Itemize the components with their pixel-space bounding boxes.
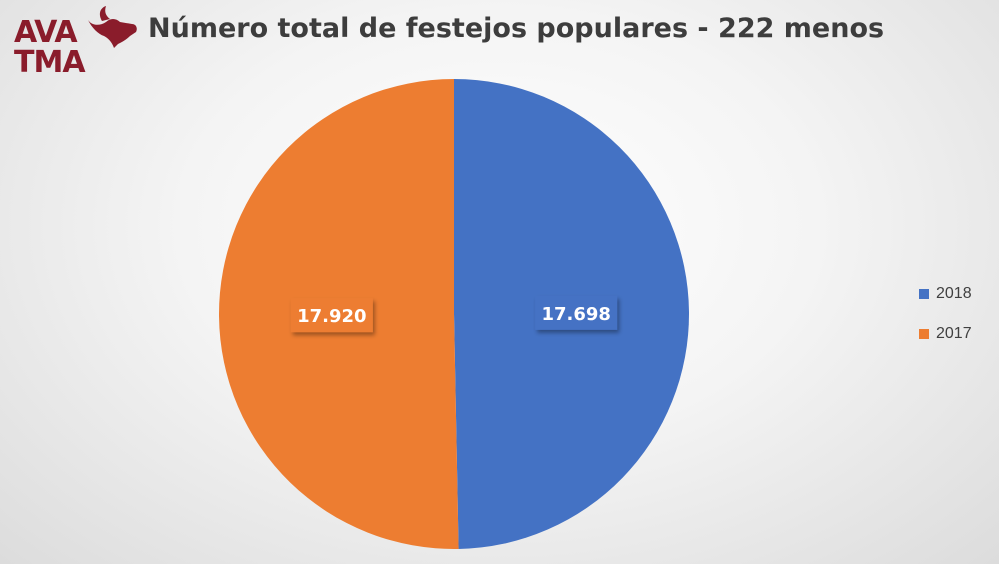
legend-item-2017: 2017	[919, 324, 972, 344]
legend-swatch	[919, 289, 929, 299]
data-label-2017: 17.920	[290, 298, 373, 333]
legend-item-2018: 2018	[919, 284, 972, 304]
data-label-text: 17.920	[297, 306, 366, 327]
chart-legend: 2018 2017	[919, 284, 972, 364]
logo-text-line1: AVA	[14, 15, 78, 50]
legend-swatch	[919, 329, 929, 339]
avatma-logo: AVA TMA	[12, 6, 142, 82]
legend-label: 2018	[936, 285, 972, 302]
legend-label: 2017	[936, 325, 972, 342]
logo-text-line2: TMA	[14, 45, 86, 80]
data-label-2018: 17.698	[535, 295, 618, 330]
bull-head-icon	[88, 6, 137, 48]
chart-title: Número total de festejos populares - 222…	[148, 13, 885, 44]
data-label-text: 17.698	[541, 304, 610, 325]
